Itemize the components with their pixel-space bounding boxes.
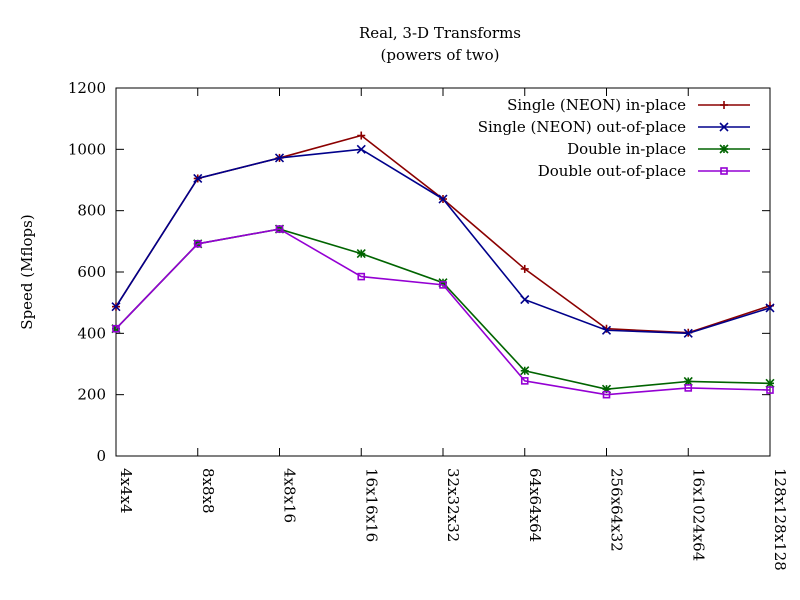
x-axis: 4x4x4 8x8x8 4x8x16 16x16x16 32x32x32 64x64x64…: [115, 88, 789, 571]
x-tick-label: 4x8x16: [281, 468, 299, 523]
data-point: [520, 295, 530, 305]
series-3: [111, 224, 775, 394]
legend-marker: [720, 167, 728, 175]
data-point: [683, 328, 693, 338]
legend: Single (NEON) in-place Single (NEON) out-…: [478, 96, 750, 180]
data-point: [520, 264, 529, 273]
data-point: [520, 366, 530, 376]
x-tick-label: 32x32x32: [444, 468, 462, 542]
y-axis: 0 200 400 600 800 1000 1200: [68, 79, 770, 465]
data-point: [275, 225, 284, 233]
x-tick-label: 128x128x128: [771, 468, 789, 571]
legend-marker: [719, 144, 729, 154]
data-point: [765, 303, 775, 313]
x-tick-label: 16x16x16: [362, 468, 380, 542]
data-point: [357, 272, 366, 281]
chart-subtitle: (powers of two): [381, 46, 500, 64]
y-tick-label: 800: [77, 202, 106, 220]
data-point: [766, 386, 774, 394]
y-tick-label: 0: [96, 447, 106, 465]
data-point: [601, 325, 612, 335]
x-tick-label: 4x4x4: [117, 468, 135, 514]
data-point: [111, 302, 121, 312]
y-tick-label: 400: [77, 324, 106, 342]
y-tick-label: 200: [77, 386, 106, 404]
data-point: [112, 324, 120, 333]
legend-label: Single (NEON) out-of-place: [478, 118, 686, 136]
data-point: [439, 281, 447, 289]
legend-label: Double in-place: [567, 140, 686, 158]
data-point: [356, 144, 366, 154]
y-tick-label: 1000: [68, 140, 106, 158]
y-tick-label: 600: [77, 263, 106, 281]
legend-label: Double out-of-place: [538, 162, 686, 180]
series-lines: [111, 131, 775, 399]
data-point: [765, 378, 775, 388]
x-tick-label: 16x1024x64: [689, 468, 707, 561]
data-point: [520, 377, 529, 385]
legend-label: Single (NEON) in-place: [507, 96, 686, 114]
y-axis-label: Speed (Mflops): [18, 214, 36, 329]
x-tick-label: 8x8x8: [199, 468, 217, 514]
data-point: [356, 249, 366, 259]
series-line: [115, 228, 771, 396]
data-point: [438, 194, 448, 204]
data-point: [193, 173, 203, 184]
data-point: [357, 131, 366, 140]
data-point: [193, 239, 202, 248]
legend-marker: [719, 122, 729, 132]
data-point: [274, 153, 285, 163]
y-tick-label: 1200: [68, 79, 106, 97]
data-point: [684, 384, 693, 392]
x-tick-label: 64x64x64: [526, 468, 544, 542]
series-2: [111, 144, 775, 338]
legend-marker: [720, 101, 728, 109]
series-4: [112, 225, 774, 399]
data-point: [602, 390, 611, 399]
chart-title: Real, 3-D Transforms: [359, 24, 521, 42]
x-tick-label: 256x64x32: [608, 468, 626, 552]
series-line: [115, 228, 771, 390]
